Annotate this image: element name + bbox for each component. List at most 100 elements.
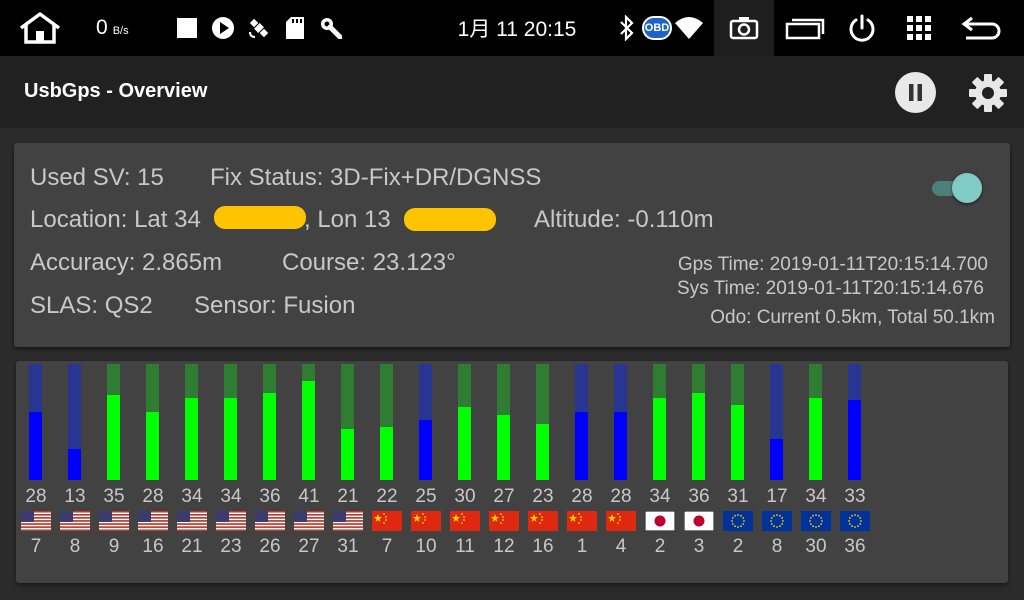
snr-label: 28	[25, 486, 47, 507]
page-title: UsbGps - Overview	[24, 80, 208, 102]
signal-bar	[809, 398, 822, 480]
satellite-column: 28 1	[564, 361, 600, 583]
location-lon: , Lon 13	[304, 206, 391, 233]
power-icon[interactable]	[842, 0, 882, 56]
network-speed-value: 0	[96, 16, 108, 39]
home-icon[interactable]	[14, 0, 66, 56]
signal-bar-track	[809, 364, 822, 480]
signal-bar-track	[458, 364, 471, 480]
signal-bar-track	[497, 364, 510, 480]
prn-label: 21	[181, 536, 203, 557]
us-flag-icon	[216, 511, 246, 531]
grid-icon[interactable]	[900, 0, 938, 56]
status-bar: 0 B/s 1月 11 20:15 OBD	[0, 0, 1024, 56]
eu-flag-icon	[723, 511, 753, 531]
us-flag-icon	[99, 511, 129, 531]
signal-bar	[653, 398, 666, 480]
signal-bar-track	[380, 364, 393, 480]
gps-info-card: Used SV: 15 Fix Status: 3D-Fix+DR/DGNSS …	[14, 143, 1010, 347]
satellite-column: 34 30	[798, 361, 834, 583]
gear-icon	[969, 74, 1007, 112]
sys-time: Sys Time: 2019-01-11T20:15:14.676	[676, 278, 984, 299]
us-flag-icon	[21, 511, 51, 531]
prn-label: 27	[298, 536, 320, 557]
japan-flag-icon	[683, 510, 715, 532]
prn-label: 2	[654, 536, 666, 557]
satellite-column: 33 36	[837, 361, 873, 583]
gps-time: Gps Time: 2019-01-11T20:15:14.700	[677, 254, 988, 275]
snr-label: 36	[688, 486, 710, 507]
wifi-icon	[672, 0, 706, 56]
satellite-column: 27 12	[486, 361, 522, 583]
snr-label: 34	[649, 486, 671, 507]
prn-label: 10	[415, 536, 437, 557]
satellite-column: 28 4	[603, 361, 639, 583]
signal-bar	[263, 393, 276, 480]
signal-bar	[68, 449, 81, 480]
settings-button[interactable]	[966, 71, 1010, 115]
used-sv: Used SV: 15	[30, 164, 164, 191]
pause-button[interactable]	[895, 72, 936, 113]
gps-toggle[interactable]	[930, 171, 986, 205]
signal-bar	[458, 407, 471, 480]
stop-icon[interactable]	[176, 0, 198, 56]
satellite-signal-chart: 28 7 13 8 35 9 28 16 34 21 34 23 36 26 41 27 21 31 22 7 25 10…	[16, 361, 1008, 583]
wrench-icon	[318, 0, 344, 56]
signal-bar	[302, 381, 315, 480]
snr-label: 28	[142, 486, 164, 507]
signal-bar-track	[770, 364, 783, 480]
signal-bar-track	[68, 364, 81, 480]
satellite-column: 36 26	[252, 361, 288, 583]
signal-bar-track	[146, 364, 159, 480]
snr-label: 30	[454, 486, 476, 507]
prn-label: 2	[732, 536, 744, 557]
prn-label: 8	[69, 536, 81, 557]
signal-bar	[185, 398, 198, 480]
prn-label: 12	[493, 536, 515, 557]
signal-bar-track	[692, 364, 705, 480]
satellite-column: 35 9	[96, 361, 132, 583]
satellite-column: 13 8	[57, 361, 93, 583]
signal-bar	[29, 412, 42, 480]
prn-label: 9	[108, 536, 120, 557]
toggle-thumb	[952, 173, 982, 203]
prn-label: 26	[259, 536, 281, 557]
snr-label: 22	[376, 486, 398, 507]
us-flag-icon	[138, 511, 168, 531]
signal-bar	[341, 429, 354, 480]
satellite-column: 30 11	[447, 361, 483, 583]
signal-bar	[575, 412, 588, 480]
odometer: Odo: Current 0.5km, Total 50.1km	[710, 307, 995, 328]
prn-label: 30	[805, 536, 827, 557]
play-icon[interactable]	[210, 0, 236, 56]
china-flag-icon	[528, 511, 558, 531]
obd-icon: OBD	[640, 0, 674, 56]
japan-flag-icon	[644, 510, 676, 532]
network-speed-unit: B/s	[112, 25, 129, 37]
course: Course: 23.123°	[282, 249, 456, 276]
longitude-redaction	[404, 208, 496, 231]
signal-bar	[146, 412, 159, 480]
signal-bar-track	[29, 364, 42, 480]
back-icon[interactable]	[954, 0, 1008, 56]
snr-label: 28	[571, 486, 593, 507]
camera-icon[interactable]	[714, 0, 774, 56]
satellite-icon	[246, 0, 272, 56]
signal-bar-track	[302, 364, 315, 480]
snr-label: 31	[727, 486, 749, 507]
china-flag-icon	[372, 511, 402, 531]
satellite-column: 31 2	[720, 361, 756, 583]
clock-text: 1月 11 20:15	[457, 18, 577, 41]
signal-bar	[848, 400, 861, 480]
china-flag-icon	[489, 511, 519, 531]
satellite-column: 36 3	[681, 361, 717, 583]
windows-icon[interactable]	[782, 0, 828, 56]
signal-bar-track	[614, 364, 627, 480]
satellite-column: 34 21	[174, 361, 210, 583]
satellite-column: 17 8	[759, 361, 795, 583]
clock: 1月 11 20:15	[452, 0, 582, 56]
altitude: Altitude: -0.110m	[534, 206, 714, 233]
eu-flag-icon	[801, 511, 831, 531]
prn-label: 11	[455, 536, 475, 557]
